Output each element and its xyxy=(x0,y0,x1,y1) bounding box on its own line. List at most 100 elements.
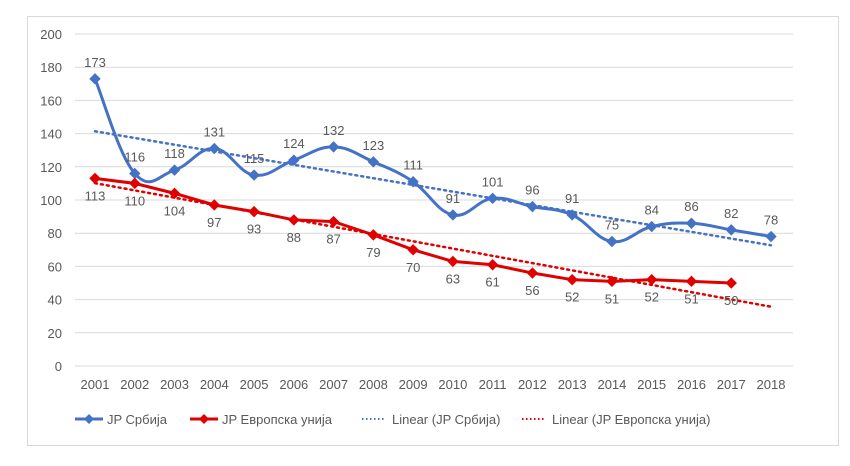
data-label: 124 xyxy=(283,136,305,151)
x-tick-label: 2009 xyxy=(399,377,428,392)
data-marker xyxy=(208,199,221,211)
data-marker xyxy=(566,273,578,286)
data-label: 86 xyxy=(684,199,698,214)
x-tick-label: 2006 xyxy=(279,377,308,392)
x-tick-label: 2010 xyxy=(438,377,467,392)
x-tick-label: 2012 xyxy=(518,377,547,392)
data-marker xyxy=(526,267,539,279)
data-label: 82 xyxy=(724,206,738,221)
data-label: 56 xyxy=(525,283,539,298)
data-label: 88 xyxy=(287,230,301,245)
trendline xyxy=(93,130,773,247)
data-marker xyxy=(685,275,698,288)
data-label: 87 xyxy=(326,232,340,247)
x-tick-label: 2017 xyxy=(717,377,746,392)
data-marker xyxy=(89,172,101,185)
y-tick-label: 120 xyxy=(40,160,62,175)
data-marker xyxy=(129,177,141,190)
data-label: 132 xyxy=(323,123,345,138)
x-tick-label: 2002 xyxy=(120,377,149,392)
data-marker xyxy=(645,273,658,286)
data-marker xyxy=(248,169,260,181)
data-label: 91 xyxy=(565,191,579,206)
data-marker xyxy=(725,224,737,236)
data-marker xyxy=(208,142,221,155)
data-label: 116 xyxy=(124,149,145,164)
data-marker xyxy=(327,215,340,228)
x-tick-label: 2004 xyxy=(200,377,229,392)
y-tick-label: 180 xyxy=(40,60,62,75)
data-label: 75 xyxy=(605,218,619,233)
data-label: 115 xyxy=(244,151,265,166)
data-label: 84 xyxy=(644,203,658,218)
data-marker xyxy=(447,209,459,221)
data-label: 118 xyxy=(164,146,185,161)
data-label: 63 xyxy=(446,271,460,286)
data-label: 50 xyxy=(724,293,738,308)
data-label: 104 xyxy=(164,203,186,218)
data-label: 51 xyxy=(684,291,698,306)
data-label: 123 xyxy=(363,138,385,153)
data-marker xyxy=(407,244,419,256)
data-marker xyxy=(685,217,698,229)
data-label: 78 xyxy=(764,213,778,228)
data-label: 110 xyxy=(124,193,145,208)
data-marker xyxy=(725,277,737,289)
x-tick-label: 2008 xyxy=(359,377,388,392)
data-marker xyxy=(168,187,181,200)
legend-marker xyxy=(84,414,94,424)
y-tick-label: 200 xyxy=(40,27,62,42)
data-marker xyxy=(447,255,459,268)
data-label: 131 xyxy=(203,125,225,140)
data-marker xyxy=(566,209,578,221)
y-tick-label: 100 xyxy=(40,193,62,208)
y-tick-label: 80 xyxy=(48,226,62,241)
data-label: 70 xyxy=(406,260,420,275)
data-marker xyxy=(606,235,618,248)
legend-label: Linear (JP Србија) xyxy=(392,412,500,427)
y-tick-label: 140 xyxy=(40,127,62,142)
legend-label: JP Србија xyxy=(107,412,168,427)
data-label: 51 xyxy=(605,291,619,306)
x-tick-label: 2016 xyxy=(677,377,706,392)
data-label: 52 xyxy=(644,290,658,305)
data-marker xyxy=(606,275,618,288)
y-tick-label: 0 xyxy=(55,359,62,374)
data-label: 96 xyxy=(525,183,539,198)
data-marker xyxy=(367,229,380,241)
chart-frame xyxy=(27,16,839,446)
data-marker xyxy=(327,141,340,153)
legend-marker xyxy=(199,414,209,424)
y-tick-label: 60 xyxy=(48,259,62,274)
data-label: 61 xyxy=(485,275,499,290)
x-tick-label: 2015 xyxy=(637,377,666,392)
x-tick-label: 2001 xyxy=(81,377,110,392)
data-marker xyxy=(486,192,499,205)
x-tick-label: 2011 xyxy=(479,377,507,392)
y-tick-label: 160 xyxy=(40,93,62,108)
series-line xyxy=(93,78,772,244)
data-label: 93 xyxy=(247,222,261,237)
legend-label: JP Европска унија xyxy=(222,412,333,427)
x-tick-label: 2007 xyxy=(319,377,348,392)
y-tick-label: 20 xyxy=(48,326,62,341)
y-tick-label: 40 xyxy=(48,293,62,308)
x-tick-label: 2014 xyxy=(597,377,626,392)
data-marker xyxy=(407,176,419,188)
x-tick-label: 2018 xyxy=(757,377,786,392)
data-marker xyxy=(248,205,260,218)
data-marker xyxy=(367,156,380,168)
data-label: 173 xyxy=(84,55,106,70)
data-marker xyxy=(288,154,300,166)
data-marker xyxy=(486,259,499,271)
x-tick-label: 2005 xyxy=(240,377,269,392)
x-tick-label: 2013 xyxy=(558,377,587,392)
data-label: 113 xyxy=(85,188,106,203)
data-label: 101 xyxy=(482,174,504,189)
data-label: 52 xyxy=(565,290,579,305)
data-marker xyxy=(89,73,101,85)
data-marker xyxy=(526,200,539,213)
data-marker xyxy=(765,230,777,243)
data-label: 91 xyxy=(446,191,460,206)
